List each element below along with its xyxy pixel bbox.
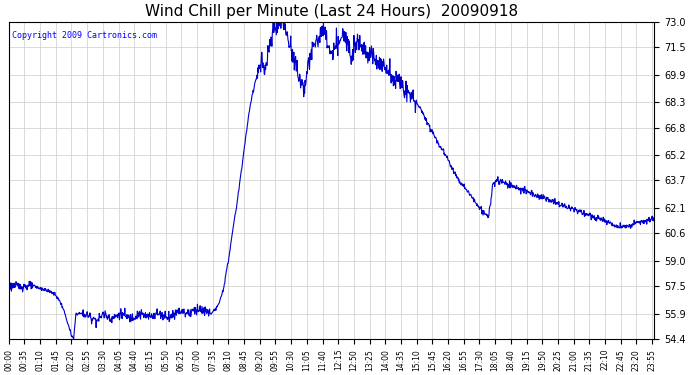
Title: Wind Chill per Minute (Last 24 Hours)  20090918: Wind Chill per Minute (Last 24 Hours) 20… bbox=[145, 4, 518, 19]
Text: Copyright 2009 Cartronics.com: Copyright 2009 Cartronics.com bbox=[12, 31, 157, 40]
